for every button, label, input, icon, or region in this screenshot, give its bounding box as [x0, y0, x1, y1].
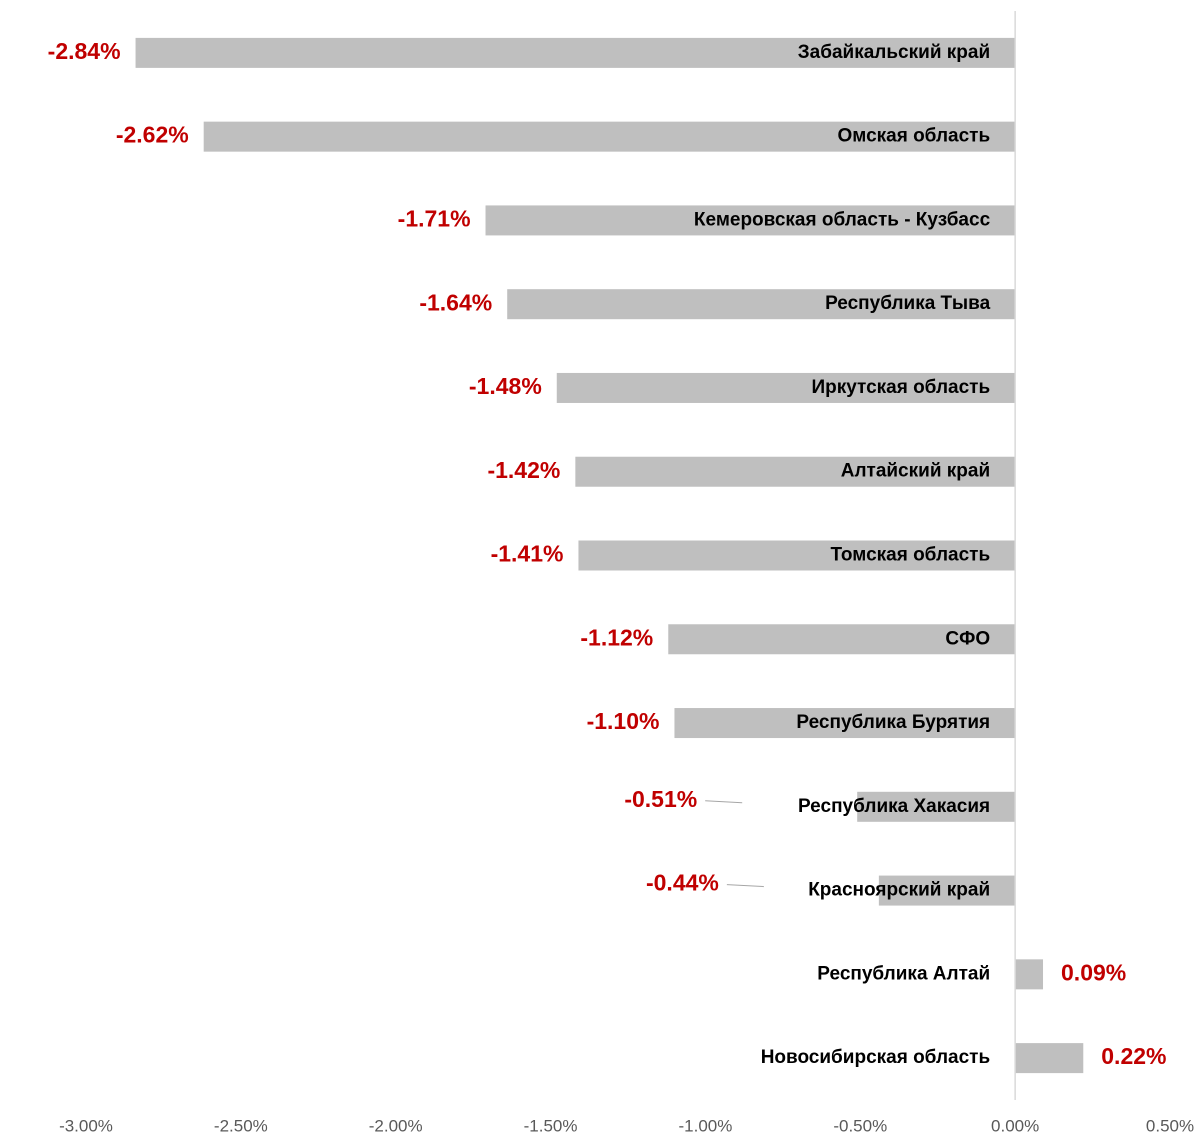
category-label: Омская область [837, 126, 990, 147]
category-label: Новосибирская область [761, 1047, 990, 1068]
bar [674, 708, 1016, 739]
category-label: Республика Бурятия [796, 712, 990, 733]
category-label: Иркутская область [811, 377, 990, 398]
value-label: -2.62% [116, 122, 189, 148]
bar [878, 875, 1016, 906]
x-tick-label: 0.00% [991, 1116, 1039, 1135]
value-label: -1.48% [469, 373, 542, 399]
bar [485, 205, 1016, 236]
leader-line [726, 884, 764, 888]
category-label: Алтайский край [841, 461, 990, 482]
value-label: -1.42% [487, 457, 560, 483]
category-label: Кемеровская область - Кузбасс [694, 209, 991, 230]
category-label: Республика Алтай [817, 963, 990, 984]
bar [1015, 1043, 1084, 1074]
bar [578, 540, 1016, 571]
value-label: -1.64% [419, 289, 492, 315]
bar [135, 37, 1016, 68]
x-tick-label: -2.50% [214, 1116, 268, 1135]
bar [575, 456, 1016, 487]
value-label: -0.51% [624, 786, 697, 812]
bar [1015, 959, 1044, 990]
bar [203, 121, 1016, 152]
category-label: Республика Тыва [825, 293, 991, 314]
value-label: -0.44% [646, 870, 719, 896]
category-label: СФО [945, 628, 990, 649]
bar [857, 791, 1016, 822]
value-label: -1.12% [580, 624, 653, 650]
category-label: Республика Хакасия [798, 796, 990, 817]
value-label: -2.84% [48, 38, 121, 64]
category-label: Красноярский край [808, 880, 990, 901]
x-tick-label: 0.50% [1146, 1116, 1194, 1135]
x-tick-label: -3.00% [59, 1116, 113, 1135]
value-label: -1.71% [398, 206, 471, 232]
x-tick-label: -0.50% [833, 1116, 887, 1135]
x-tick-label: -1.00% [678, 1116, 732, 1135]
leader-line [705, 800, 743, 804]
category-label: Забайкальский край [798, 42, 990, 63]
x-tick-label: -2.00% [369, 1116, 423, 1135]
bar [507, 289, 1016, 320]
value-label: 0.09% [1061, 959, 1126, 985]
value-label: -1.10% [587, 708, 660, 734]
value-label: 0.22% [1101, 1043, 1166, 1069]
x-tick-label: -1.50% [524, 1116, 578, 1135]
bar [556, 372, 1016, 403]
value-label: -1.41% [491, 541, 564, 567]
bar [668, 624, 1016, 655]
category-label: Томская область [831, 545, 991, 566]
